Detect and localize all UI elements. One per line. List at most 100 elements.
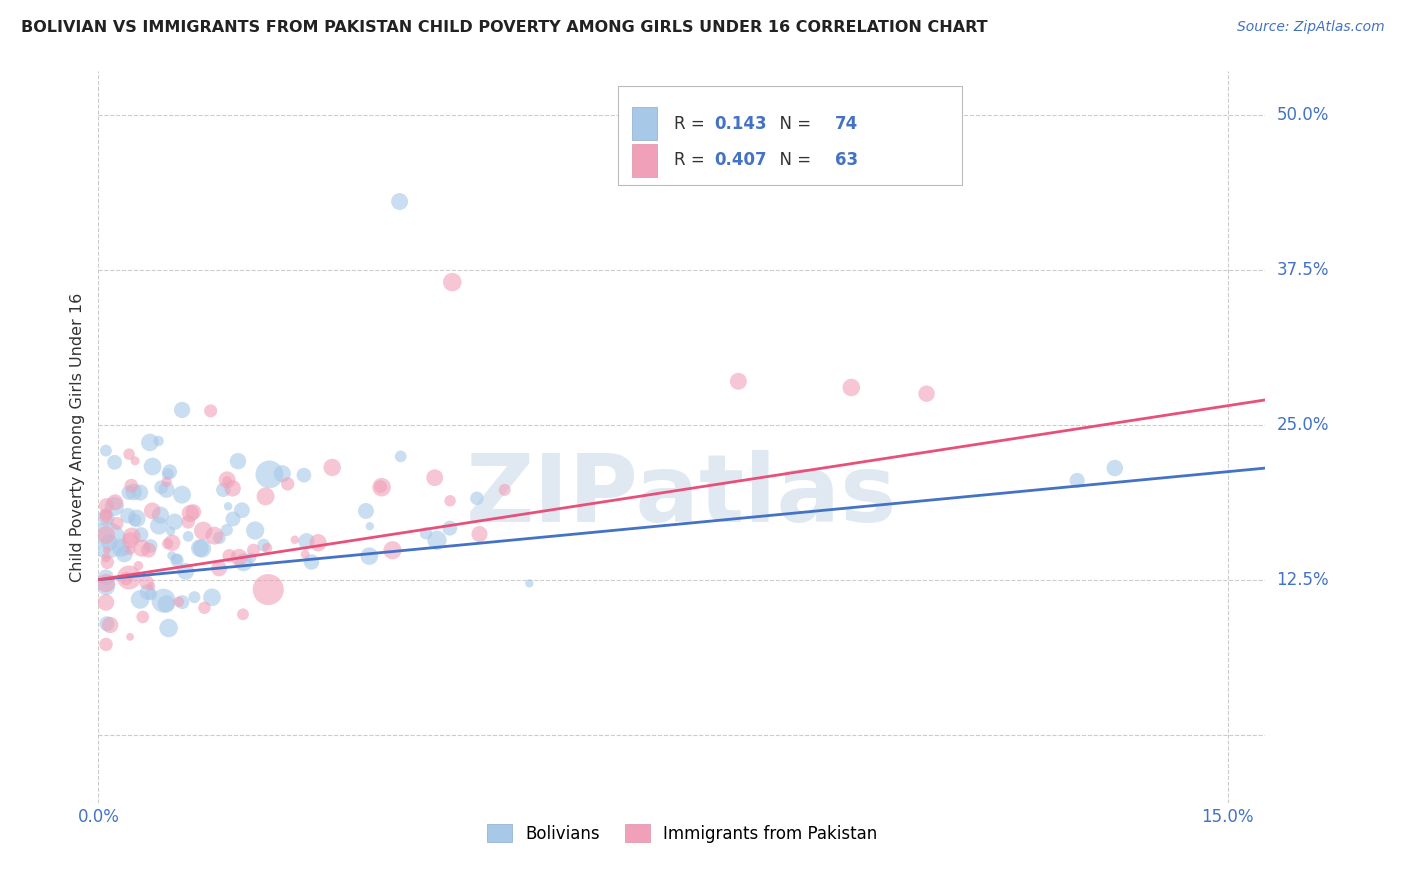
Point xyxy=(166,553,188,567)
Point xyxy=(188,541,211,555)
Point xyxy=(129,485,152,500)
Point xyxy=(177,515,200,529)
Point xyxy=(121,529,143,543)
Point xyxy=(94,528,117,542)
Point xyxy=(359,549,381,563)
Text: 63: 63 xyxy=(835,151,858,169)
Point xyxy=(212,483,235,497)
Point xyxy=(292,468,315,483)
Point xyxy=(232,607,254,622)
Point xyxy=(96,555,118,569)
Point xyxy=(359,519,381,533)
Point xyxy=(159,465,181,479)
Point xyxy=(167,595,190,609)
Point xyxy=(228,550,250,565)
Point xyxy=(124,513,146,527)
Point xyxy=(149,508,172,522)
Point xyxy=(94,508,117,522)
Point xyxy=(131,541,153,556)
Point xyxy=(112,547,135,561)
Text: Source: ZipAtlas.com: Source: ZipAtlas.com xyxy=(1237,20,1385,34)
Text: N =: N = xyxy=(769,151,817,169)
Point xyxy=(231,503,253,517)
Point xyxy=(242,543,264,558)
Text: 12.5%: 12.5% xyxy=(1277,571,1329,589)
Text: BOLIVIAN VS IMMIGRANTS FROM PAKISTAN CHILD POVERTY AMONG GIRLS UNDER 16 CORRELAT: BOLIVIAN VS IMMIGRANTS FROM PAKISTAN CHI… xyxy=(21,20,987,35)
Point xyxy=(125,511,148,525)
Point xyxy=(120,542,142,557)
Point xyxy=(166,552,188,566)
Point xyxy=(321,460,343,475)
Y-axis label: Child Poverty Among Girls Under 16: Child Poverty Among Girls Under 16 xyxy=(69,293,84,582)
Point xyxy=(202,529,225,543)
Point xyxy=(94,637,117,651)
Point xyxy=(138,543,160,558)
Point xyxy=(254,490,277,504)
Point xyxy=(94,509,117,524)
Point xyxy=(389,450,412,464)
Point xyxy=(465,491,488,506)
Point xyxy=(155,483,177,497)
Point xyxy=(117,508,139,523)
Point xyxy=(271,467,294,481)
Point xyxy=(150,480,173,494)
Point xyxy=(177,529,200,543)
Point xyxy=(193,600,215,615)
Point xyxy=(294,547,316,561)
Point xyxy=(426,533,449,548)
Point xyxy=(122,485,145,500)
Point xyxy=(142,459,165,474)
Point xyxy=(183,505,205,519)
Point xyxy=(115,572,138,586)
Point xyxy=(114,543,136,558)
Point xyxy=(139,539,162,553)
Text: 0.143: 0.143 xyxy=(714,114,768,133)
Point xyxy=(381,543,404,558)
Point xyxy=(256,541,278,555)
Point xyxy=(159,524,181,538)
Text: R =: R = xyxy=(673,114,710,133)
Point xyxy=(162,535,184,549)
Text: N =: N = xyxy=(769,114,817,133)
Point xyxy=(96,543,118,558)
Point xyxy=(295,534,318,549)
Point xyxy=(156,475,179,489)
FancyBboxPatch shape xyxy=(631,144,658,177)
Point xyxy=(103,455,125,469)
Point xyxy=(1104,461,1126,475)
Point xyxy=(284,533,307,547)
Point xyxy=(120,630,142,644)
Point xyxy=(103,500,125,514)
Point xyxy=(98,618,121,632)
Point xyxy=(221,482,243,496)
Point xyxy=(98,535,121,549)
Point xyxy=(208,531,231,545)
Point xyxy=(110,541,132,555)
Point xyxy=(94,550,117,565)
Point xyxy=(301,555,323,569)
Point xyxy=(157,621,180,635)
Point xyxy=(183,590,205,604)
Point xyxy=(170,488,193,502)
Point xyxy=(127,558,149,573)
Point xyxy=(191,541,214,556)
Point xyxy=(277,476,299,491)
Point xyxy=(494,483,516,497)
Point xyxy=(222,512,245,526)
Point xyxy=(217,473,239,487)
Point xyxy=(174,565,197,579)
Point xyxy=(370,480,392,494)
Point xyxy=(96,616,118,631)
Point xyxy=(1066,474,1088,488)
Point xyxy=(139,587,162,601)
Point xyxy=(118,570,141,584)
Point xyxy=(155,597,177,611)
Bar xyxy=(617,86,962,185)
Point xyxy=(94,579,117,593)
Point xyxy=(257,582,280,597)
Point xyxy=(468,527,491,541)
Point xyxy=(94,570,117,584)
Point xyxy=(135,575,157,590)
Point xyxy=(193,524,215,538)
Text: 50.0%: 50.0% xyxy=(1277,106,1329,124)
